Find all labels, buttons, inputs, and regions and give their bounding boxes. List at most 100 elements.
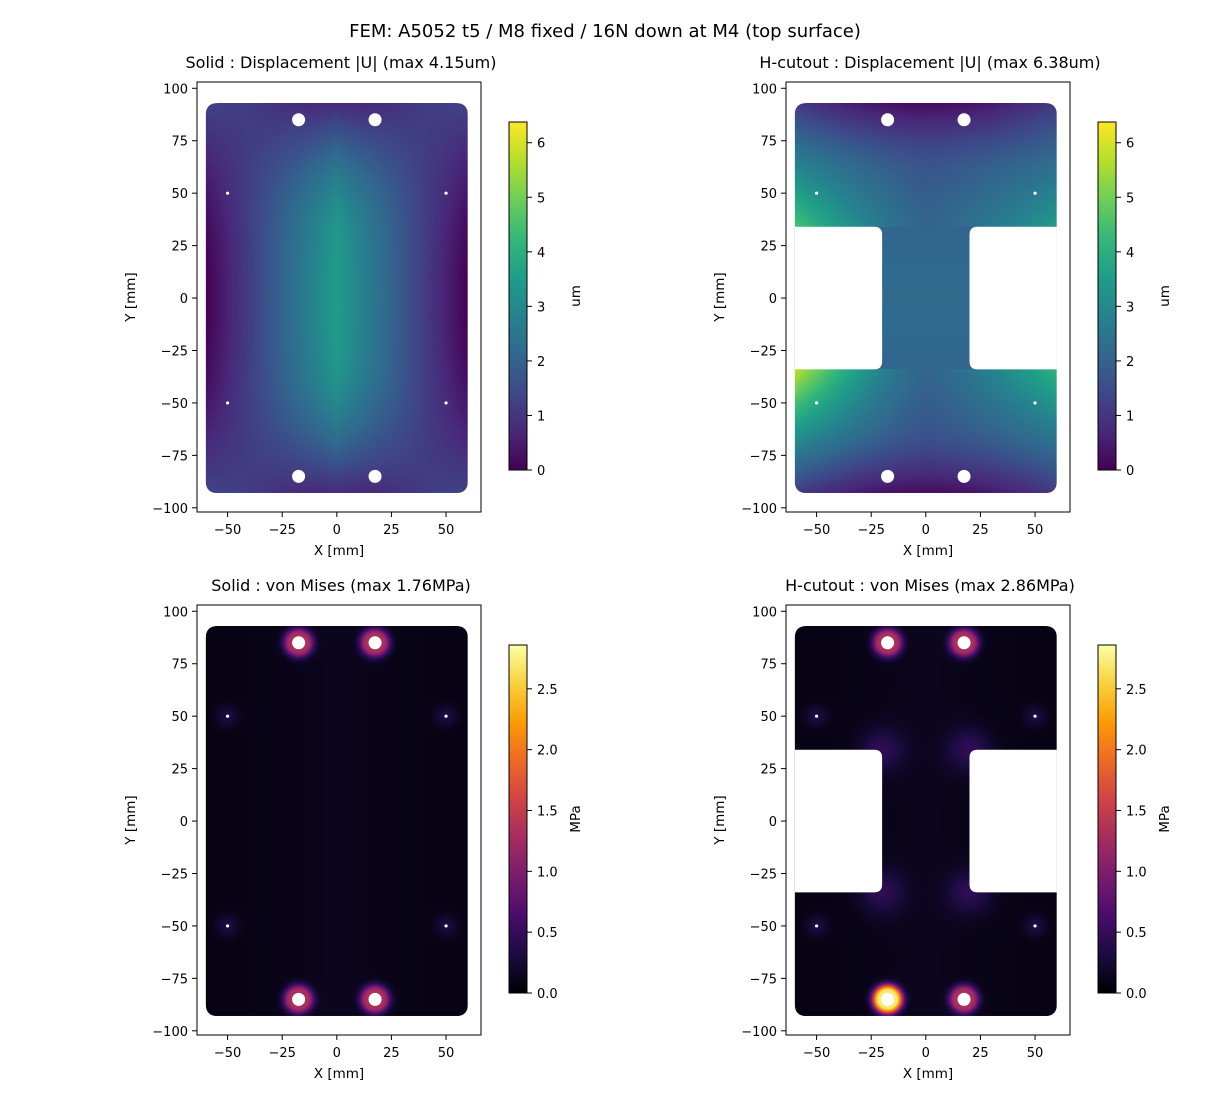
x-axis-label: X [mm] [314, 543, 364, 559]
small-hole-2 [1033, 191, 1037, 195]
small-hole-2 [444, 714, 448, 718]
x-tick-label: 50 [1027, 523, 1044, 538]
y-axis-label: Y [mm] [712, 272, 728, 322]
y-tick-label: 100 [752, 82, 777, 97]
colorbar-tick-label: 2.0 [1126, 744, 1147, 759]
x-tick-label: 25 [972, 1046, 989, 1061]
x-axis-label: X [mm] [903, 1066, 953, 1082]
colorbar-tick-label: 3 [1126, 300, 1134, 315]
y-tick-label: −25 [750, 344, 777, 359]
axes-frame [785, 604, 1071, 1036]
mounting-hole-2 [957, 636, 971, 650]
x-tick-label: 50 [438, 523, 455, 538]
colorbar-tick-label: 1.0 [537, 865, 558, 880]
y-tick-label: 75 [171, 658, 188, 673]
field-heatmap [794, 625, 1057, 1016]
colorbar-tick-label: 2.5 [537, 683, 558, 698]
small-hole-2 [444, 191, 448, 195]
y-tick-label: −50 [161, 920, 188, 935]
y-tick-label: 50 [171, 187, 188, 202]
x-axis-label: X [mm] [903, 543, 953, 559]
y-tick-label: −50 [750, 920, 777, 935]
figure-title: FEM: A5052 t5 / M8 fixed / 16N down at M… [349, 21, 861, 42]
y-tick-label: 50 [171, 710, 188, 725]
colorbar [1097, 644, 1117, 994]
x-tick-label: 0 [922, 1046, 930, 1061]
colorbar-tick-label: 6 [537, 137, 545, 152]
mounting-hole-3 [292, 992, 306, 1006]
mounting-hole-1 [881, 113, 895, 127]
colorbar-tick-label: 6 [1126, 137, 1134, 152]
y-axis-label: Y [mm] [123, 272, 139, 322]
y-tick-label: −100 [152, 1025, 188, 1040]
y-tick-label: 100 [163, 82, 188, 97]
small-hole-3 [225, 401, 230, 405]
x-tick-label: −25 [857, 523, 884, 538]
y-tick-label: 0 [180, 292, 188, 307]
colorbar-tick-label: 0.0 [1126, 987, 1147, 1002]
axes-frame [785, 81, 1071, 513]
field-heatmap [205, 102, 468, 493]
colorbar-tick-label: 5 [1126, 191, 1134, 206]
colorbar-tick-label: 3 [537, 300, 545, 315]
field-heatmap [794, 102, 1057, 493]
x-tick-label: 50 [438, 1046, 455, 1061]
mounting-hole-4 [957, 469, 971, 483]
y-tick-label: −25 [161, 344, 188, 359]
colorbar-tick-label: 0 [1126, 464, 1134, 479]
colorbar-label: MPa [1157, 805, 1173, 832]
mounting-hole-3 [292, 469, 306, 483]
small-hole-4 [444, 924, 448, 928]
small-hole-4 [1033, 924, 1037, 928]
small-hole-1 [814, 191, 819, 195]
y-tick-label: 0 [769, 292, 777, 307]
y-tick-label: −75 [161, 449, 188, 464]
y-tick-label: −25 [161, 867, 188, 882]
y-tick-label: −75 [750, 972, 777, 987]
mounting-hole-2 [957, 113, 971, 127]
small-hole-1 [225, 191, 230, 195]
y-tick-label: 50 [760, 710, 777, 725]
mounting-hole-2 [368, 113, 382, 127]
panel-title: H-cutout : Displacement |U| (max 6.38um) [759, 53, 1100, 72]
axes-frame [196, 81, 482, 513]
y-tick-label: −25 [750, 867, 777, 882]
mounting-hole-4 [957, 992, 971, 1006]
y-tick-label: 25 [760, 763, 777, 778]
x-tick-label: −25 [268, 523, 295, 538]
colorbar-tick-label: 1 [537, 409, 545, 424]
small-hole-3 [814, 401, 819, 405]
y-tick-label: 25 [171, 240, 188, 255]
panel-3: −50 −25 0 25 50 −100 −75 −50 −25 0 25 50 75 100 X [mm]… [123, 576, 584, 1082]
y-tick-label: 25 [171, 763, 188, 778]
x-tick-label: 0 [333, 1046, 341, 1061]
y-tick-label: 75 [760, 135, 777, 150]
small-hole-1 [225, 714, 230, 718]
y-tick-label: 0 [180, 815, 188, 830]
y-tick-label: −75 [750, 449, 777, 464]
colorbar-tick-label: 0 [537, 464, 545, 479]
mounting-hole-3 [881, 469, 895, 483]
colorbar-label: um [568, 285, 584, 307]
mounting-hole-1 [292, 636, 306, 650]
colorbar-label: MPa [568, 805, 584, 832]
small-hole-3 [814, 924, 819, 928]
colorbar-tick-label: 2.0 [537, 744, 558, 759]
y-tick-label: −100 [741, 1025, 777, 1040]
y-tick-label: 0 [769, 815, 777, 830]
panel-title: Solid : Displacement |U| (max 4.15um) [186, 53, 497, 72]
small-hole-3 [225, 924, 230, 928]
y-axis-label: Y [mm] [123, 795, 139, 845]
x-tick-label: −50 [214, 523, 241, 538]
small-hole-1 [814, 714, 819, 718]
x-tick-label: 0 [922, 523, 930, 538]
mounting-hole-2 [368, 636, 382, 650]
colorbar-tick-label: 2 [537, 355, 545, 370]
y-tick-label: −100 [741, 502, 777, 517]
y-tick-label: 100 [163, 605, 188, 620]
panel-title: H-cutout : von Mises (max 2.86MPa) [785, 576, 1075, 595]
panel-title: Solid : von Mises (max 1.76MPa) [211, 576, 470, 595]
colorbar-tick-label: 5 [537, 191, 545, 206]
